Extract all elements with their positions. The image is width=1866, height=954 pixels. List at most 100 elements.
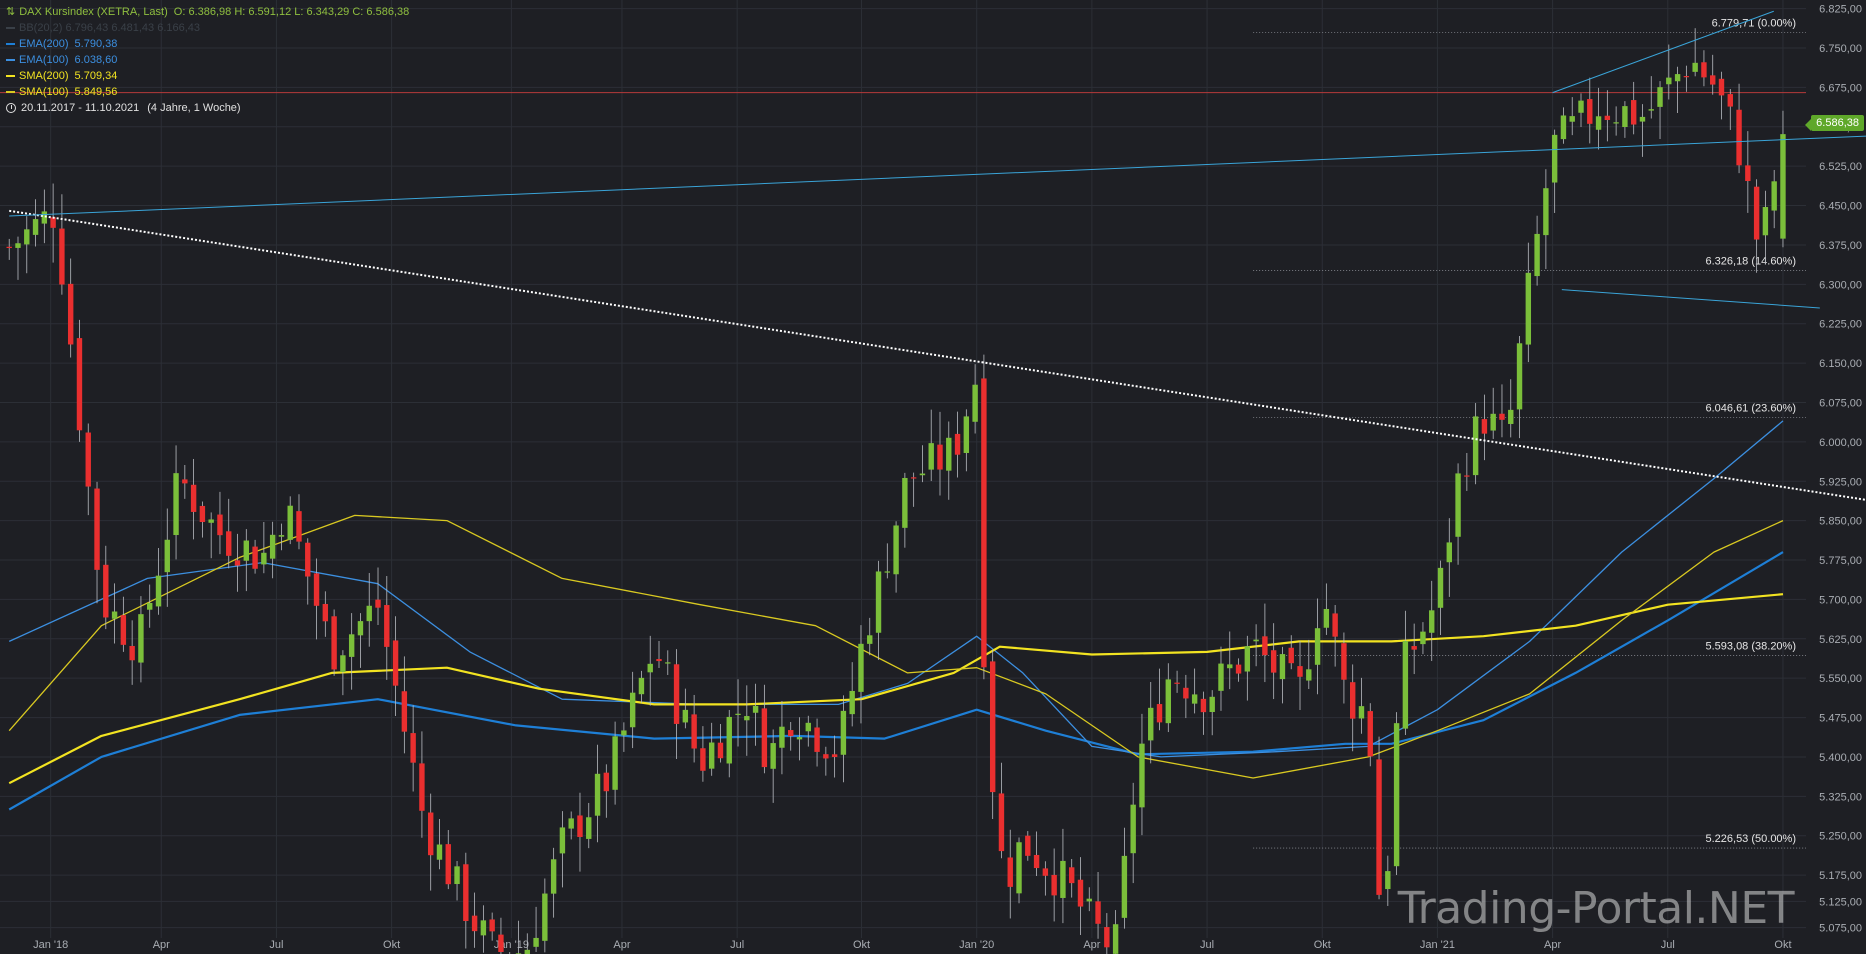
- candle-body: [665, 662, 671, 664]
- candle-body: [700, 748, 706, 771]
- candle-body: [963, 416, 970, 453]
- x-tick-label: Jan '18: [33, 939, 68, 951]
- candle-body: [1402, 640, 1409, 729]
- candle-body: [41, 211, 48, 224]
- candle-body: [1332, 613, 1338, 637]
- y-tick-label: 5.400,00: [1819, 752, 1862, 764]
- x-tick-label: Apr: [1083, 939, 1100, 951]
- fib-level-label: 5.226,53 (50.00%): [1705, 833, 1796, 845]
- candle-body: [1525, 272, 1532, 345]
- watermark-logo: Trading-Portal.NET: [1397, 883, 1795, 934]
- candle-body: [348, 634, 355, 657]
- candle-body: [1200, 698, 1207, 713]
- candle-body: [594, 773, 601, 816]
- candle-body: [954, 433, 961, 455]
- candle-body: [761, 708, 768, 768]
- legend-item-ema200[interactable]: EMA(200) 5.790,38: [6, 36, 409, 52]
- fib-level-label: 6.779,71 (0.00%): [1712, 17, 1796, 29]
- candle-body: [1393, 723, 1400, 867]
- candle-body: [24, 229, 30, 245]
- candle-body: [322, 603, 329, 622]
- candle-body: [155, 575, 162, 607]
- candle-body: [1016, 842, 1022, 894]
- date-range-note: (4 Jahre, 1 Woche): [147, 102, 241, 114]
- y-tick-label: 5.925,00: [1819, 476, 1862, 488]
- series-line-ema100: [8, 420, 1784, 758]
- series-line-sma200: [8, 593, 1784, 785]
- candle-body: [1683, 76, 1690, 78]
- legend-item-sma200[interactable]: SMA(200) 5.709,34: [6, 68, 409, 84]
- candle-body: [296, 511, 302, 542]
- candle-body: [542, 893, 548, 941]
- candle-body: [884, 571, 891, 573]
- x-tick-label: Apr: [613, 939, 630, 951]
- candle-body: [1042, 868, 1049, 876]
- candle-body: [1025, 835, 1031, 856]
- y-tick-label: 5.075,00: [1819, 923, 1862, 935]
- candle-body: [1174, 682, 1180, 684]
- candle-body: [1692, 62, 1698, 72]
- candle-body: [1745, 165, 1751, 182]
- x-tick-label: Apr: [153, 939, 170, 951]
- date-range[interactable]: 20.11.2017 - 11.10.2021 (4 Jahre, 1 Woch…: [6, 100, 409, 116]
- candle-body: [1262, 636, 1268, 656]
- candle-body: [946, 437, 952, 471]
- legend-label: EMA(100): [19, 54, 69, 66]
- candle-body: [1446, 542, 1452, 563]
- candle-body: [1218, 663, 1224, 691]
- trendline-channel-lower: [1561, 289, 1820, 309]
- candle-body: [94, 488, 100, 570]
- candle-body: [59, 228, 65, 285]
- candle-body: [752, 705, 759, 713]
- candle-body: [1227, 664, 1233, 669]
- candle-body: [480, 920, 487, 936]
- candle-body: [1306, 669, 1312, 681]
- y-tick-label: 6.000,00: [1819, 437, 1862, 449]
- legend-value: 5.709,34: [74, 70, 118, 82]
- date-range-text: 20.11.2017 - 11.10.2021: [21, 102, 140, 114]
- candle-body: [234, 560, 241, 566]
- candle-body: [1007, 857, 1013, 887]
- legend-header: ⇅ DAX Kursindex (XETRA, Last) O: 6.386,9…: [6, 4, 409, 20]
- candle-body: [305, 542, 311, 577]
- candle-body: [208, 519, 214, 523]
- y-tick-label: 5.625,00: [1819, 634, 1862, 646]
- candle-body: [401, 691, 408, 732]
- candle-body: [788, 730, 794, 737]
- y-tick-label: 6.675,00: [1819, 82, 1862, 94]
- candle-body: [1534, 233, 1540, 277]
- candle-body: [243, 540, 249, 561]
- candle-body: [647, 663, 653, 673]
- candle-body: [1648, 109, 1654, 111]
- candle-body: [1253, 639, 1259, 642]
- candle-body: [1595, 116, 1602, 130]
- candle-body: [173, 473, 179, 536]
- x-tick-label: Jul: [730, 939, 744, 951]
- candle-body: [1139, 743, 1145, 808]
- y-tick-label: 6.225,00: [1819, 319, 1862, 331]
- candle-body: [735, 713, 741, 715]
- clock-icon: [6, 103, 16, 113]
- candle-body: [436, 844, 443, 860]
- candle-body: [972, 384, 978, 422]
- candle-body: [147, 602, 153, 610]
- candle-body: [1543, 188, 1549, 236]
- candle-body: [199, 505, 206, 523]
- candle-body: [410, 733, 416, 763]
- x-tick-label: Okt: [853, 939, 870, 951]
- candle-body: [15, 243, 21, 248]
- legend-value: 6.038,60: [74, 54, 118, 66]
- legend-swatch: [6, 75, 15, 77]
- y-tick-label: 5.775,00: [1819, 555, 1862, 567]
- candle-body: [1420, 631, 1426, 645]
- candle-body: [6, 246, 12, 249]
- candle-body: [427, 812, 434, 856]
- candle-body: [875, 571, 882, 633]
- x-tick-label: Jan '21: [1420, 939, 1455, 951]
- candle-body: [779, 726, 785, 748]
- legend-item-ema100[interactable]: EMA(100) 6.038,60: [6, 52, 409, 68]
- legend-item-sma100[interactable]: SMA(100) 5.849,56: [6, 84, 409, 100]
- candle-body: [568, 818, 574, 829]
- candle-body: [989, 661, 996, 793]
